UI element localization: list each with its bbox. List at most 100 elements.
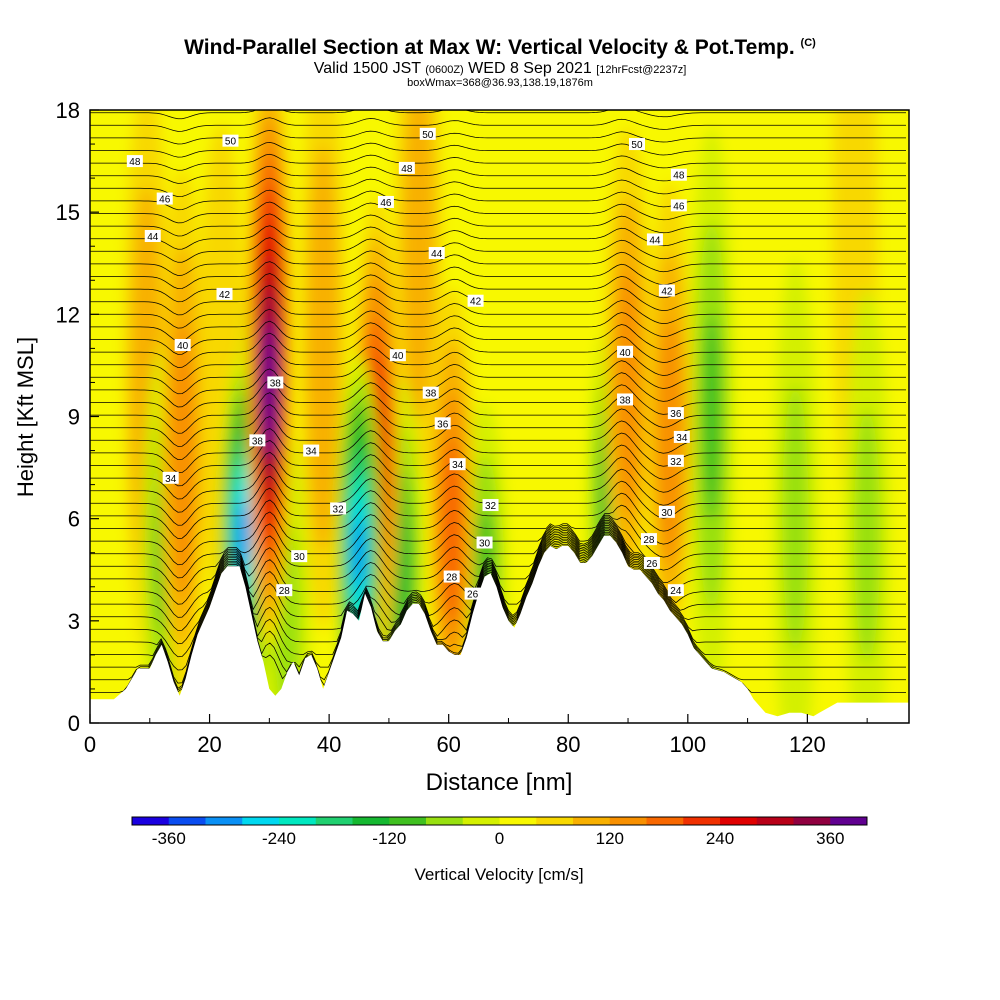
theta-label-10: 44 [428, 247, 445, 260]
copyright-mark: (C) [800, 37, 816, 49]
colorbar-tick-label: -360 [152, 829, 186, 848]
colorbar-tick-label: -240 [262, 829, 296, 848]
theta-isoline-24 [90, 368, 906, 408]
theta-label-text: 34 [165, 474, 177, 485]
valid-date: WED 8 Sep 2021 [468, 60, 592, 77]
colorbar-swatch-5 [315, 817, 353, 825]
theta-label-box [658, 505, 675, 518]
theta-label-21: 38 [249, 434, 266, 447]
theta-isoline-28 [90, 320, 906, 355]
x-tick-label: 80 [556, 732, 580, 757]
theta-isoline-18 [90, 439, 906, 487]
theta-label-box [267, 376, 284, 389]
colorbar-tick-label: 360 [816, 829, 844, 848]
theta-label-box [216, 287, 233, 300]
box-wmax-line: boxWmax=368@36.93,138.19,1876m [407, 77, 593, 89]
theta-isoline-2 [90, 531, 906, 689]
theta-label-box [449, 458, 466, 471]
theta-label-23: 36 [667, 407, 684, 420]
theta-label-text: 32 [670, 457, 682, 468]
theta-label-text: 42 [219, 290, 231, 301]
theta-label-3: 48 [126, 155, 143, 168]
theta-label-37: 26 [464, 587, 481, 601]
valid-utc: (0600Z) [425, 64, 464, 76]
y-tick-label: 0 [68, 711, 80, 736]
theta-label-box [667, 584, 684, 597]
theta-label-text: 30 [479, 539, 491, 550]
theta-label-box [617, 393, 634, 406]
x-axis: 0 20 40 60 80 100 120 [84, 714, 868, 757]
colorbar-swatch-1 [168, 817, 206, 825]
colorbar-swatch-14 [646, 817, 684, 825]
theta-isoline-40 [90, 177, 906, 197]
colorbar-swatch-18 [793, 817, 831, 825]
theta-label-13: 42 [467, 294, 484, 308]
theta-label-box [276, 584, 293, 597]
theta-isoline-47 [90, 93, 906, 107]
theta-isoline-12 [90, 511, 906, 566]
theta-label-text: 28 [279, 586, 291, 597]
theta-label-box [464, 587, 481, 600]
theta-label-text: 34 [676, 433, 688, 444]
theta-label-34: 28 [276, 584, 293, 597]
theta-label-box [330, 502, 347, 515]
theta-label-text: 38 [252, 436, 264, 447]
theta-label-box [667, 407, 684, 420]
x-tick-label: 40 [317, 732, 341, 757]
colorbar-swatch-12 [573, 817, 611, 825]
theta-label-box [428, 247, 445, 260]
theta-isoline-25 [90, 356, 906, 395]
colorbar-swatch-0 [132, 817, 170, 825]
theta-isoline-5 [90, 526, 906, 658]
theta-label-box [643, 556, 660, 569]
downdraft-cell-4-level-1 [782, 383, 809, 655]
theta-label-box [249, 434, 266, 447]
x-tick-label: 0 [84, 732, 96, 757]
theta-isoline-43 [90, 142, 906, 158]
theta-label-text: 46 [673, 201, 685, 212]
theta-label-7: 46 [377, 195, 394, 209]
theta-label-30: 32 [667, 454, 684, 468]
theta-isoline-29 [90, 308, 906, 342]
theta-label-text: 50 [631, 140, 643, 151]
theta-label-36: 28 [640, 533, 657, 546]
theta-isoline-36 [90, 225, 906, 250]
theta-label-box [628, 138, 645, 151]
downdraft-cell-2-level-1 [854, 407, 881, 665]
theta-label-text: 48 [129, 157, 141, 168]
theta-label-text: 38 [270, 378, 282, 389]
theta-label-18: 38 [267, 376, 284, 389]
theta-isoline-42 [90, 153, 906, 171]
theta-label-text: 42 [661, 286, 673, 297]
theta-isoline-23 [90, 380, 906, 421]
theta-isoline-11 [90, 516, 906, 579]
chart-title: Wind-Parallel Section at Max W: Vertical… [0, 36, 1000, 60]
theta-isoline-14 [90, 487, 906, 539]
theta-label-9: 44 [144, 230, 161, 243]
colorbar-swatch-9 [462, 817, 500, 825]
x-axis-label: Distance [nm] [426, 769, 573, 796]
theta-label-box [377, 195, 394, 208]
theta-label-box [156, 192, 173, 205]
valid-prefix: Valid 1500 JST [313, 60, 421, 77]
theta-isoline-10 [90, 518, 906, 592]
theta-label-text: 32 [333, 504, 345, 515]
theta-label-text: 38 [425, 389, 437, 400]
colorbar-swatch-11 [536, 817, 574, 825]
theta-label-6: 46 [156, 192, 173, 206]
colorbar-swatch-17 [756, 817, 794, 825]
theta-isoline-19 [90, 428, 906, 474]
theta-label-text: 44 [431, 249, 443, 260]
theta-contours [90, 93, 906, 693]
theta-label-text: 38 [619, 395, 631, 406]
theta-label-32: 30 [476, 536, 493, 550]
theta-label-24: 34 [303, 444, 320, 458]
theta-label-text: 40 [619, 348, 631, 359]
theta-isoline-34 [90, 249, 906, 276]
colorbar-swatch-13 [609, 817, 647, 825]
theta-label-text: 32 [485, 501, 497, 512]
theta-label-text: 48 [673, 171, 685, 182]
colorbar-swatch-8 [426, 817, 464, 825]
theta-label-4: 48 [398, 161, 415, 175]
